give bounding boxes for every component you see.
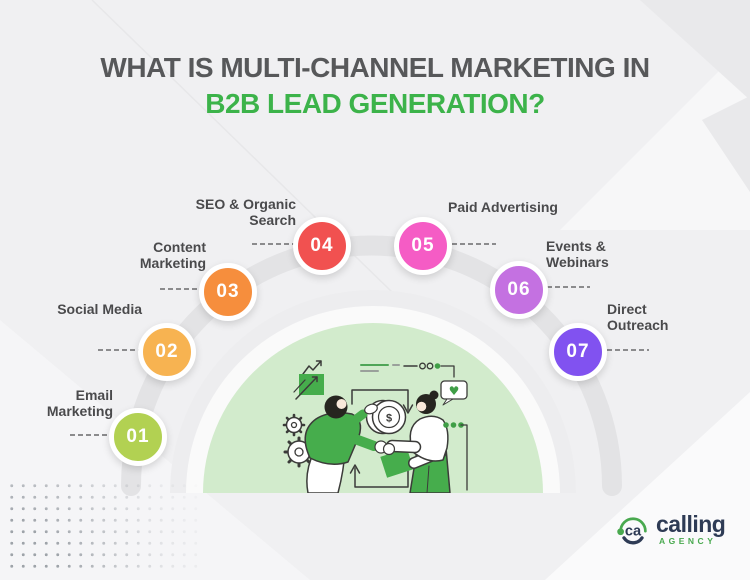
step-number: 05 bbox=[411, 235, 435, 256]
connector-dots-icon bbox=[403, 362, 455, 378]
label-content-marketing: Content Marketing bbox=[139, 239, 206, 271]
step-circle-06: 06 bbox=[490, 261, 548, 319]
label-email-marketing: Email Marketing bbox=[46, 387, 113, 419]
brand-logo: ca calling AGENCY bbox=[615, 511, 726, 548]
page-title: WHAT IS MULTI-CHANNEL MARKETING IN B2B L… bbox=[0, 52, 750, 120]
dollar-icon: $ bbox=[386, 413, 392, 425]
headset-icon: ca bbox=[617, 517, 647, 545]
step-circle-02: 02 bbox=[138, 323, 196, 381]
label-seo-organic-search: SEO & Organic Search bbox=[195, 196, 296, 228]
person-left bbox=[304, 395, 379, 493]
step-circle-03: 03 bbox=[199, 263, 257, 321]
frame-bracket-icon bbox=[460, 424, 468, 491]
step-circle-04: 04 bbox=[293, 217, 351, 275]
logo-brand-name: calling bbox=[656, 511, 726, 537]
step-circle-07: 07 bbox=[549, 323, 607, 381]
dash-connector-5 bbox=[452, 243, 496, 245]
dash-connector-3 bbox=[160, 288, 202, 290]
growth-chart-icon bbox=[293, 360, 324, 400]
heart-bubble-icon: ♥ bbox=[440, 380, 468, 406]
dash-connector-4 bbox=[252, 243, 294, 245]
person-right bbox=[380, 390, 451, 493]
step-number: 03 bbox=[216, 281, 240, 302]
step-circle-05: 05 bbox=[394, 217, 452, 275]
dot-grid-pattern bbox=[6, 480, 202, 576]
step-number: 04 bbox=[310, 235, 334, 256]
step-number: 07 bbox=[566, 341, 590, 362]
step-number: 01 bbox=[126, 426, 150, 447]
dash-connector-7 bbox=[607, 349, 649, 351]
label-events-webinars: Events & Webinars bbox=[546, 238, 609, 270]
step-number: 06 bbox=[507, 279, 531, 300]
step-number: 02 bbox=[155, 341, 179, 362]
cycle-arrows-icon bbox=[349, 389, 414, 488]
logo-text: calling AGENCY bbox=[656, 511, 726, 547]
handshake-hands bbox=[374, 440, 396, 456]
step-circle-01: 01 bbox=[109, 408, 167, 466]
progress-dots-icon bbox=[443, 422, 468, 491]
decor-lines-icon bbox=[360, 364, 400, 372]
label-direct-outreach: Direct Outreach bbox=[607, 301, 669, 333]
heart-icon: ♥ bbox=[449, 384, 460, 398]
label-paid-advertising: Paid Advertising bbox=[448, 199, 558, 215]
label-social-media: Social Media bbox=[57, 301, 142, 317]
dash-connector-1 bbox=[70, 434, 112, 436]
dash-connector-2 bbox=[98, 349, 142, 351]
handshake-illustration: ♥ bbox=[282, 360, 468, 493]
title-line-1: WHAT IS MULTI-CHANNEL MARKETING IN bbox=[100, 52, 650, 83]
logo-monogram: ca bbox=[625, 524, 642, 540]
logo-subtitle: AGENCY bbox=[659, 536, 717, 546]
dash-connector-6 bbox=[547, 286, 590, 288]
title-line-2: B2B LEAD GENERATION? bbox=[205, 88, 545, 119]
